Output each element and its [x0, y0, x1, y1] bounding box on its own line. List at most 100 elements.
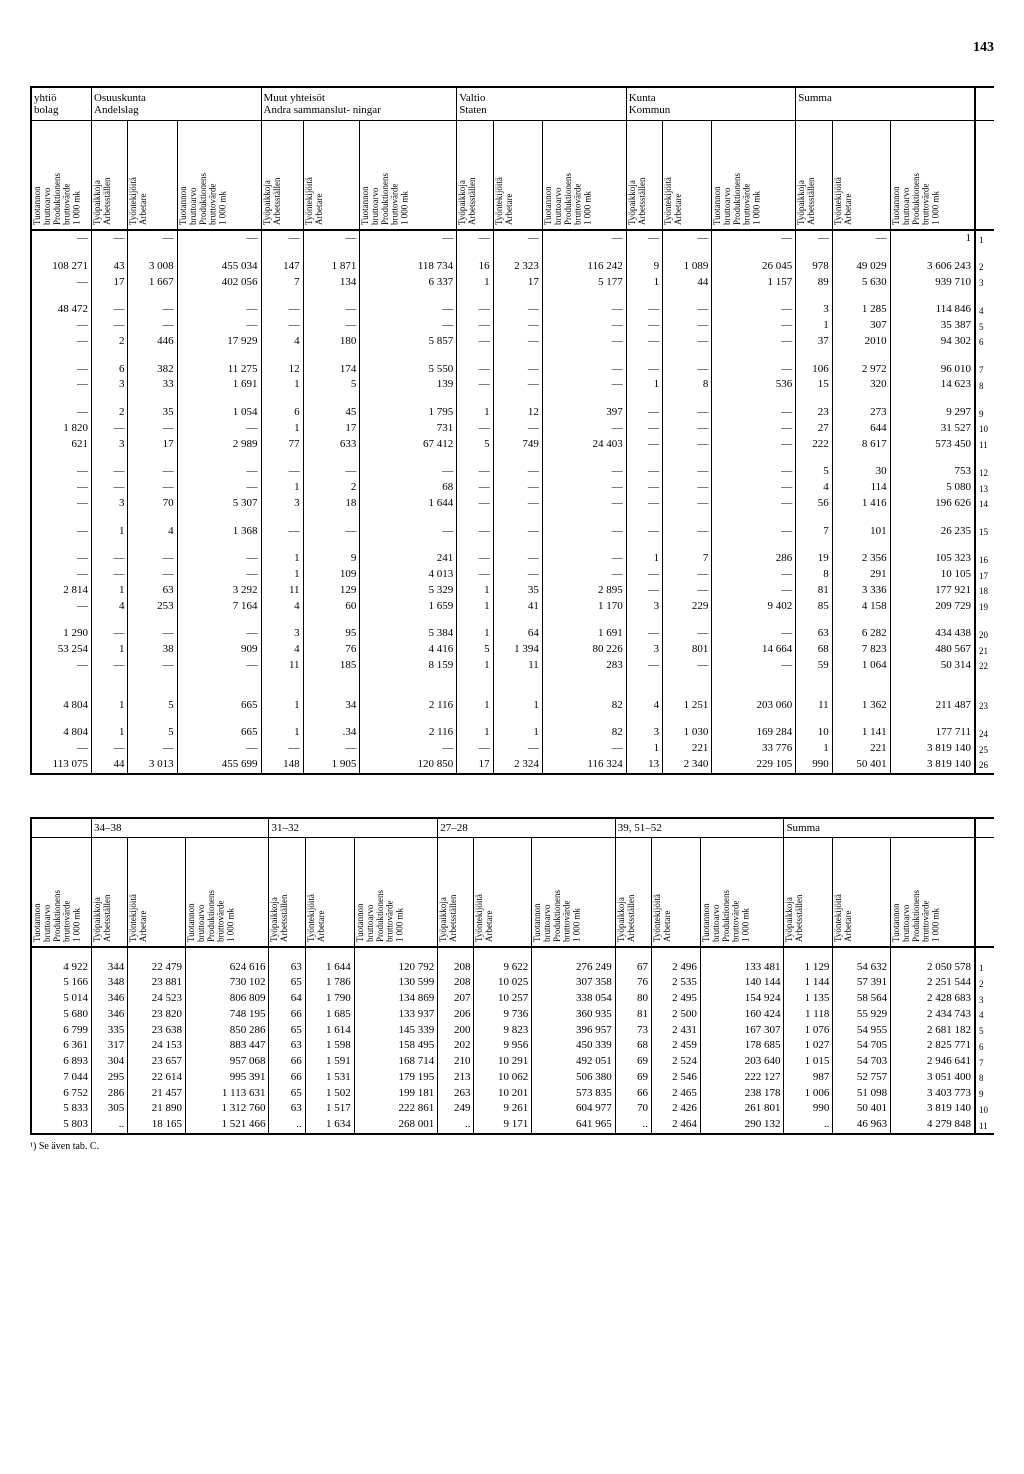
- cell: —: [128, 464, 177, 480]
- cell: 196 626: [890, 496, 975, 512]
- cell: 229: [663, 599, 712, 615]
- col-header: TyöpaikkojaArbetsställen: [458, 125, 478, 225]
- col-header: TyöpaikkojaArbetsställen: [270, 842, 290, 942]
- cell: —: [360, 318, 457, 334]
- row-index: 21: [975, 642, 994, 658]
- cell: 1: [261, 377, 303, 393]
- cell: —: [177, 480, 261, 496]
- cell: 211 487: [890, 698, 975, 714]
- cell: 6: [261, 405, 303, 421]
- cell: —: [626, 302, 662, 318]
- cell: 22 479: [128, 960, 186, 976]
- cell: 11: [796, 698, 832, 714]
- cell: 54 705: [833, 1038, 891, 1054]
- cell: 179 195: [354, 1070, 438, 1086]
- cell: 118 734: [360, 259, 457, 275]
- cell: —: [626, 626, 662, 642]
- cell: —: [303, 302, 360, 318]
- cell: 222: [796, 437, 832, 453]
- cell: 2 323: [493, 259, 542, 275]
- cell: 56: [796, 496, 832, 512]
- cell: 1 394: [493, 642, 542, 658]
- cell: —: [493, 302, 542, 318]
- cell: 82: [542, 698, 626, 714]
- cell: 1: [92, 698, 128, 714]
- cell: 9: [303, 551, 360, 567]
- cell: —: [663, 437, 712, 453]
- row-index: 24: [975, 725, 994, 741]
- cell: 5 680: [31, 1007, 92, 1023]
- cell: 1 820: [31, 421, 92, 437]
- col-header: TyöntekijöitäArbetare: [834, 842, 854, 942]
- cell: 749: [493, 437, 542, 453]
- cell: —: [832, 230, 890, 247]
- cell: —: [128, 302, 177, 318]
- cell: 4 804: [31, 698, 92, 714]
- cell: —: [542, 551, 626, 567]
- cell: 3: [92, 496, 128, 512]
- cell: 4 013: [360, 567, 457, 583]
- cell: 177 921: [890, 583, 975, 599]
- cell: 120 792: [354, 960, 438, 976]
- row-index: 22: [975, 658, 994, 674]
- row-index: 6: [975, 1038, 994, 1054]
- cell: 4: [796, 480, 832, 496]
- cell: 1 416: [832, 496, 890, 512]
- cell: 5 329: [360, 583, 457, 599]
- group-header: 31–32: [269, 818, 438, 838]
- cell: 1 054: [177, 405, 261, 421]
- col-header: TuotannonbruttoarvoProduktionensbruttovä…: [892, 842, 941, 942]
- cell: 6 361: [31, 1038, 92, 1054]
- cell: ..: [438, 1117, 474, 1134]
- cell: 1: [626, 741, 662, 757]
- cell: 109: [303, 567, 360, 583]
- cell: 5 080: [890, 480, 975, 496]
- col-header: TyöpaikkojaArbetsställen: [439, 842, 459, 942]
- cell: —: [712, 658, 796, 674]
- cell: 105 323: [890, 551, 975, 567]
- cell: —: [457, 524, 493, 540]
- cell: —: [493, 421, 542, 437]
- cell: 1 362: [832, 698, 890, 714]
- cell: 145 339: [354, 1023, 438, 1039]
- cell: 290 132: [700, 1117, 784, 1134]
- cell: 1: [796, 741, 832, 757]
- cell: 990: [784, 1101, 833, 1117]
- group-header: yhtiöbolag: [31, 87, 92, 121]
- cell: 291: [832, 567, 890, 583]
- cell: 1: [457, 658, 493, 674]
- cell: 3: [261, 626, 303, 642]
- cell: 2 428 683: [891, 991, 975, 1007]
- cell: 19: [796, 551, 832, 567]
- cell: —: [626, 658, 662, 674]
- cell: 5 014: [31, 991, 92, 1007]
- cell: 1 006: [784, 1086, 833, 1102]
- cell: 222 127: [700, 1070, 784, 1086]
- cell: 397: [542, 405, 626, 421]
- row-index: 9: [975, 1086, 994, 1102]
- cell: 1 285: [832, 302, 890, 318]
- cell: —: [31, 405, 92, 421]
- cell: 1 871: [303, 259, 360, 275]
- col-header: TuotannonbruttoarvoProduktionensbruttovä…: [361, 125, 410, 225]
- cell: 94 302: [890, 334, 975, 350]
- cell: 203 640: [700, 1054, 784, 1070]
- cell: 3: [626, 599, 662, 615]
- cell: 450 339: [532, 1038, 616, 1054]
- cell: 5: [128, 725, 177, 741]
- cell: 148: [261, 757, 303, 774]
- cell: —: [177, 230, 261, 247]
- col-header: TyöpaikkojaArbetsställen: [93, 842, 113, 942]
- cell: 4 279 848: [891, 1117, 975, 1134]
- cell: 6 752: [31, 1086, 92, 1102]
- cell: —: [626, 480, 662, 496]
- cell: 348: [92, 975, 128, 991]
- cell: —: [31, 480, 92, 496]
- cell: —: [712, 583, 796, 599]
- cell: —: [457, 741, 493, 757]
- cell: 89: [796, 275, 832, 291]
- cell: —: [128, 658, 177, 674]
- cell: —: [360, 524, 457, 540]
- cell: 65: [269, 975, 305, 991]
- cell: 1 634: [305, 1117, 354, 1134]
